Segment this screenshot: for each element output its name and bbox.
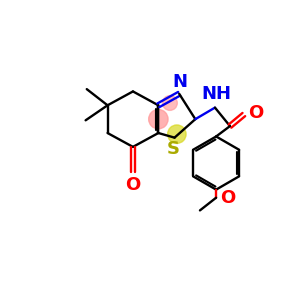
Text: NH: NH	[201, 85, 231, 103]
Circle shape	[168, 125, 186, 143]
Text: O: O	[248, 104, 263, 122]
Text: N: N	[173, 73, 188, 91]
Text: O: O	[220, 189, 236, 207]
Circle shape	[163, 96, 177, 110]
Text: O: O	[125, 176, 141, 194]
Circle shape	[149, 110, 168, 129]
Text: S: S	[167, 140, 180, 158]
